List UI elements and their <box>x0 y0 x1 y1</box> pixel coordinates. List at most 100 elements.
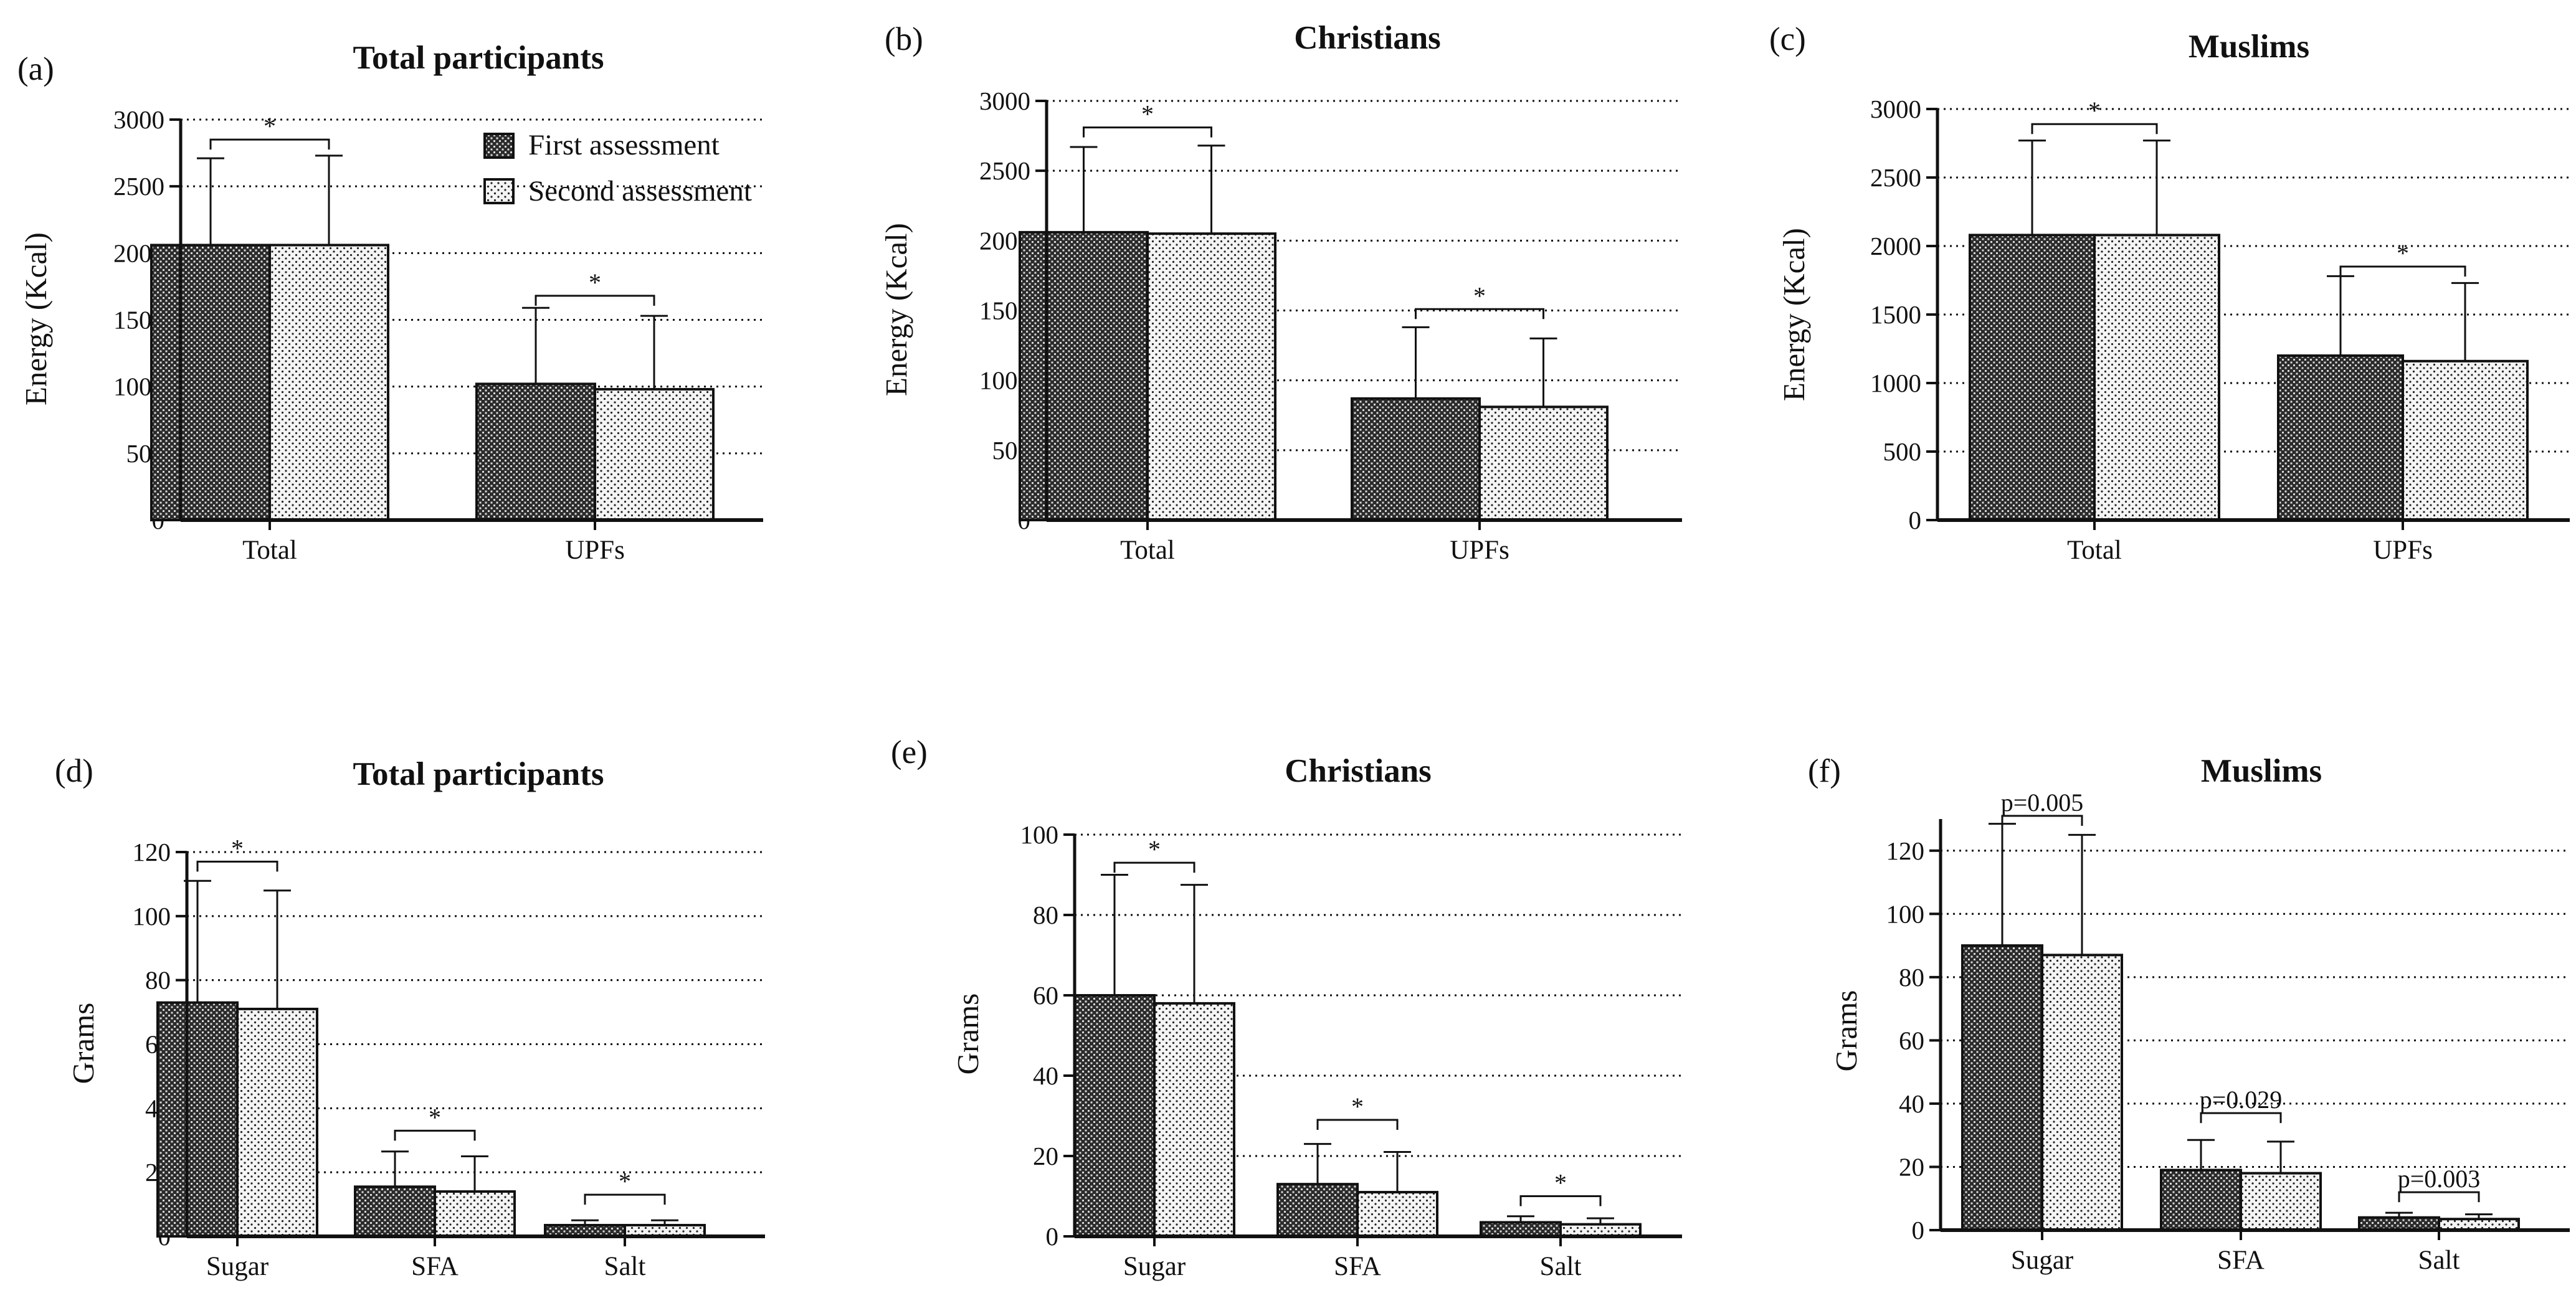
panel-b-label: (b) <box>885 21 923 57</box>
panel-f-y-tick-label: 60 <box>1899 1026 1924 1054</box>
panel-c-significance-bracket-0 <box>2031 123 2158 135</box>
panel-c-y-tick-label: 500 <box>1883 437 1922 466</box>
panel-b-bar-second-0 <box>1146 232 1276 521</box>
panel-b-y-tick-label: 2500 <box>979 156 1030 185</box>
panel-c-y-axis-title: Energy (Kcal) <box>1777 228 1811 401</box>
panel-f-y-tick-label: 40 <box>1899 1089 1924 1118</box>
panel-c-y-tick-label: 2500 <box>1870 163 1921 192</box>
panel-f-significance-label-0: p=0.005 <box>2001 789 2084 817</box>
panel-f-significance-bracket-1 <box>2200 1112 2282 1124</box>
panel-e-y-tick-label: 20 <box>1033 1142 1058 1170</box>
panel-f-y-tick-label: 80 <box>1899 963 1924 992</box>
panel-c-bar-second-1 <box>2402 359 2529 521</box>
panel-e-title: Christians <box>1285 753 1432 789</box>
panel-e-bar-second-0 <box>1153 1002 1235 1238</box>
panel-f-label: (f) <box>1808 753 1841 789</box>
panel-a-significance-label-0: * <box>264 112 276 140</box>
panel-e-significance-label-2: * <box>1554 1169 1567 1197</box>
panel-c-significance-label-0: * <box>2088 97 2101 125</box>
panel-d-bar-first-0 <box>156 1001 239 1238</box>
panel-f-bar-second-0 <box>2041 954 2123 1232</box>
panel-b-significance-bracket-1 <box>1415 308 1544 320</box>
panel-a-y-tick-label: 2500 <box>113 172 164 201</box>
panel-e-bar-first-0 <box>1073 994 1156 1238</box>
panel-f-y-tick-label: 120 <box>1886 836 1925 865</box>
panel-f-bar-first-2 <box>2358 1216 2440 1231</box>
legend: First assessment Second assessment <box>483 129 752 207</box>
panel-c-y-tick-label: 3000 <box>1870 95 1921 123</box>
panel-c-title: Muslims <box>2189 29 2309 65</box>
legend-label-first: First assessment <box>528 129 720 161</box>
panel-f-y-axis-title: Grams <box>1829 990 1863 1072</box>
panel-d-title: Total participants <box>353 756 604 792</box>
panel-b-bar-first-0 <box>1019 230 1149 521</box>
panel-a-category-label-1: UPFs <box>565 536 625 565</box>
legend-swatch-first <box>483 133 515 159</box>
panel-d: (d) Total participants Grams 02040608010… <box>55 753 765 1281</box>
panel-f-plot: 0 20 40 60 80 100 120 Sugar p=0.005 SFA p=0.029 Sal… <box>1886 789 2570 1275</box>
panel-d-y-tick-label: 120 <box>133 838 171 866</box>
panel-f-category-label-0: Sugar <box>2011 1246 2073 1275</box>
panel-b-title: Christians <box>1294 20 1441 56</box>
panel-c: (c) Muslims Energy (Kcal) 0 500 1000 1500 20… <box>1769 21 2570 565</box>
panel-d-category-label-1: SFA <box>411 1252 459 1281</box>
panel-f-y-tick-label: 100 <box>1886 899 1925 928</box>
panel-d-label: (d) <box>55 753 93 789</box>
panel-e-significance-label-0: * <box>1148 835 1161 863</box>
panel-c-y-tick-label: 2000 <box>1870 232 1921 260</box>
panel-e-category-label-0: Sugar <box>1123 1252 1186 1281</box>
panel-e-label: (e) <box>891 734 928 770</box>
panel-c-label: (c) <box>1769 21 1806 57</box>
panel-c-bar-second-0 <box>2093 234 2220 521</box>
panel-e-category-label-2: Salt <box>1540 1252 1582 1281</box>
panel-d-y-tick-label: 100 <box>133 902 171 931</box>
panel-e-significance-bracket-2 <box>1519 1195 1602 1206</box>
panel-e-y-tick-label: 100 <box>1020 820 1059 849</box>
legend-label-second: Second assessment <box>528 175 752 207</box>
panel-a-y-tick-label: 3000 <box>113 105 164 134</box>
panel-c-bar-first-0 <box>1969 234 2096 521</box>
panel-c-y-tick-label: 0 <box>1909 506 1922 534</box>
panel-d-bar-second-0 <box>236 1007 318 1238</box>
panel-d-bar-second-1 <box>434 1190 516 1238</box>
panel-e-bar-first-1 <box>1276 1183 1359 1238</box>
panel-f-significance-label-1: p=0.029 <box>2200 1086 2283 1114</box>
panel-e-plot: 0 20 40 60 80 100 Sugar * SFA * Salt * <box>1020 820 1682 1281</box>
panel-c-bar-first-1 <box>2277 354 2404 521</box>
panel-b-y-axis-title: Energy (Kcal) <box>879 223 913 396</box>
panel-a-label: (a) <box>17 51 54 87</box>
panel-c-category-label-1: UPFs <box>2373 536 2433 565</box>
panel-e-significance-bracket-0 <box>1113 861 1195 873</box>
panel-f-bar-second-1 <box>2240 1172 2322 1231</box>
panel-f-title: Muslims <box>2201 753 2322 789</box>
panel-f-y-tick-label: 0 <box>1912 1216 1925 1244</box>
panel-d-bar-first-1 <box>354 1185 436 1238</box>
panel-d-category-label-0: Sugar <box>206 1252 269 1281</box>
panel-a-bar-first-0 <box>150 244 271 521</box>
panel-c-y-tick-label: 1500 <box>1870 300 1921 329</box>
panel-d-significance-bracket-2 <box>584 1193 666 1205</box>
panel-b-bar-second-1 <box>1478 405 1609 521</box>
panel-e-significance-bracket-1 <box>1316 1119 1399 1130</box>
panel-e-bar-second-1 <box>1356 1191 1438 1238</box>
panel-f: (f) Muslims Grams 0 20 40 60 80 100 120 Sugar p=… <box>1808 753 2570 1275</box>
panel-f-category-label-1: SFA <box>2217 1246 2265 1275</box>
panel-c-significance-label-1: * <box>2397 239 2409 267</box>
panel-c-category-label-0: Total <box>2067 536 2122 565</box>
panel-a-bar-second-1 <box>594 387 715 521</box>
panel-e: (e) Christians Grams 0 20 40 60 80 100 Sugar * S… <box>891 734 1682 1281</box>
panel-b: (b) Christians Energy (Kcal) 05001000150… <box>879 20 1682 565</box>
panel-a-bar-second-0 <box>269 244 389 521</box>
panel-a-significance-bracket-1 <box>535 295 655 306</box>
panel-a-significance-label-1: * <box>589 268 601 296</box>
panel-f-significance-label-2: p=0.003 <box>2398 1165 2481 1193</box>
panel-d-significance-label-1: * <box>429 1103 441 1131</box>
panel-c-y-tick-label: 1000 <box>1870 369 1921 397</box>
panel-d-significance-bracket-0 <box>196 860 278 872</box>
panel-d-significance-label-0: * <box>231 834 244 862</box>
panel-b-significance-bracket-0 <box>1083 126 1212 138</box>
panel-b-category-label-1: UPFs <box>1450 536 1509 565</box>
